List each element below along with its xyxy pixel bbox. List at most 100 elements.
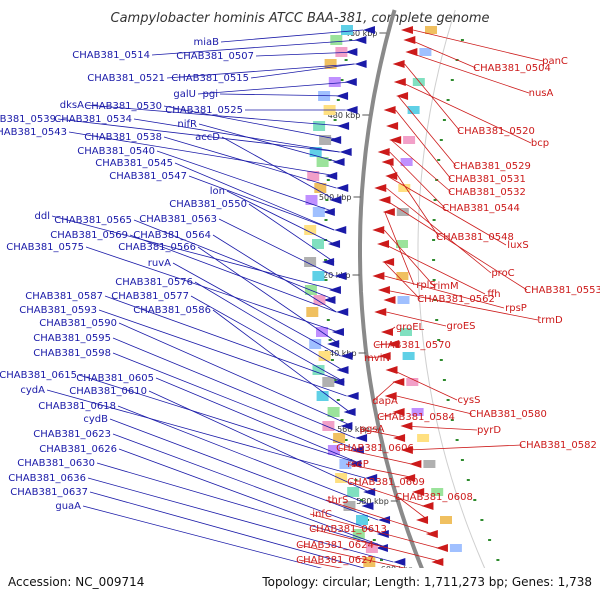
gene-block [327,407,340,417]
gene-arrow [375,544,388,552]
left-leader-line [188,175,335,231]
right-leader-line [386,311,447,327]
gene-arrow [346,392,359,400]
gene-block [411,408,424,416]
left-gene-label: lon [210,186,225,197]
gene-arrow [336,366,349,374]
left-leader-line [89,491,400,579]
right-gene-label: CHAB381_0520 [457,126,535,137]
gene-block [316,391,329,401]
gene-features [304,25,474,595]
left-leader-line [163,136,337,189]
gene-block [425,26,437,34]
gene-arrow [377,148,390,156]
gene-block [324,59,337,69]
gene-arrow [377,240,390,248]
left-leader-line [255,51,358,57]
left-gene-label: CHAB381_0618 [38,401,116,412]
left-gene-label: CHAB381_0576 [115,277,193,288]
gene-arrow [377,286,390,294]
gene-labels: miaB CHAB381_0514 CHAB381_0507 CHAB381_0521… [0,37,600,566]
left-gene-label: galU [173,89,196,100]
left-leader-line [133,118,340,153]
gene-arrow [392,60,405,68]
gene-block [431,488,444,496]
gene-block [339,459,352,469]
right-leader-line [338,447,412,465]
footer-band [0,568,600,600]
left-gene-label: CHAB381_0605 [76,373,154,384]
gene-block [398,184,411,192]
gene-block [304,225,317,235]
gene-block [327,445,340,455]
right-gene-label: groES [446,321,475,332]
gene-block [316,157,329,167]
gene-block [365,543,378,553]
gene-block [312,365,325,375]
left-leader-line [172,262,341,357]
left-gene-label: CHAB381_0539 [0,114,56,125]
right-leader-line [309,513,439,549]
right-leader-line [396,395,473,415]
gene-arrow [362,26,375,34]
kbp-label: 560 kbp [337,425,370,434]
left-leader-line [197,246,340,345]
right-gene-label: CHAB381_0624 [296,540,374,551]
gene-arrow [378,516,391,524]
left-leader-line [219,93,349,97]
left-leader-line [68,131,338,177]
gene-block [440,516,452,524]
left-gene-label: CHAB381_0540 [77,146,155,157]
gene-block [396,240,408,248]
gene-block [312,239,324,249]
gene-block [314,183,327,193]
gene-arrow [339,148,352,156]
right-gene-label: cysS [458,395,481,406]
right-gene-label: trmD [537,315,563,326]
right-gene-label: CHAB381_0608 [395,492,473,503]
gene-arrow [385,366,398,374]
gene-block [309,147,322,157]
kbp-label: 500 kbp [319,193,352,202]
gene-block [407,106,420,114]
left-leader-line [218,218,335,277]
gene-block [396,272,409,280]
left-gene-label: CHAB381_0593 [19,305,97,316]
gene-block [449,544,462,552]
right-leader-line [388,161,440,238]
gene-arrow [381,158,394,166]
gene-block [423,460,436,468]
gene-block [312,271,325,281]
right-leader-line [375,343,390,346]
left-gene-label: guaA [55,501,81,512]
right-gene-label: rpsP [505,303,527,314]
gene-block [304,257,317,267]
gene-arrow [361,502,374,510]
right-gene-label: panC [542,56,568,67]
left-leader-line [112,352,359,451]
left-leader-line [226,190,335,245]
gene-arrow [365,474,378,482]
gene-block [347,487,360,497]
gene-arrow [340,352,353,360]
gene-block [341,25,353,35]
gene-arrow [336,308,349,316]
gene-block [328,77,341,87]
left-leader-line [220,29,364,43]
gene-arrow [328,240,341,248]
left-leader-line [104,295,345,383]
left-leader-line [85,246,339,333]
right-gene-label: proC [491,268,514,279]
gene-arrow [396,92,409,100]
right-leader-line [364,355,391,359]
left-gene-label: CHAB381_0595 [33,333,111,344]
left-gene-label: CHAB381_0538 [84,132,162,143]
gene-block [400,328,412,336]
gene-block [330,35,343,45]
right-leader-line [311,528,444,563]
left-leader-line [112,433,383,535]
gene-arrow [354,36,367,44]
gene-arrow [416,516,429,524]
left-leader-line [151,39,361,56]
right-leader-line [397,496,429,521]
